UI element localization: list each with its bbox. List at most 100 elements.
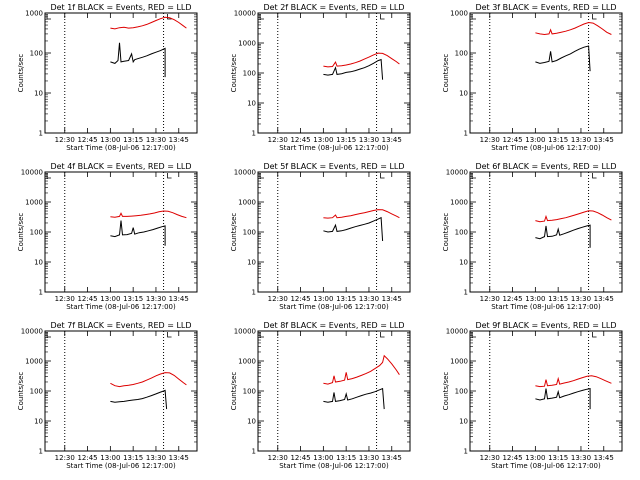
y-tick-label: 10000 xyxy=(21,328,43,336)
chart-title: Det 7f BLACK = Events, RED = LLD xyxy=(50,321,191,330)
x-tick-label: 13:30 xyxy=(359,295,379,303)
lld-series-line xyxy=(535,375,612,388)
y-tick-label: 1 xyxy=(252,289,256,297)
chart-panel-8: Det 8f BLACK = Events, RED = LLD 1 10 100 10… xyxy=(230,321,411,470)
x-tick-label: 13:15 xyxy=(548,295,568,303)
y-axis-label: Counts/sec xyxy=(230,54,238,93)
y-tick-label: 1000 xyxy=(450,199,468,207)
y-tick-label: 100 xyxy=(455,388,468,396)
x-tick-label: 12:45 xyxy=(502,454,522,462)
y-tick-label: 1 xyxy=(464,448,468,456)
chart-panel-6: Det 6f BLACK = Events, RED = LLD 1 10 100 10… xyxy=(442,162,623,311)
y-tick-label: 1 xyxy=(252,448,256,456)
x-tick-label: 12:30 xyxy=(480,295,500,303)
interval-bracket xyxy=(167,14,172,20)
x-tick-label: 12:30 xyxy=(55,454,75,462)
x-tick-label: 12:30 xyxy=(480,454,500,462)
y-tick-label: 1000 xyxy=(238,358,256,366)
events-series-line xyxy=(535,387,591,410)
y-tick-label: 10000 xyxy=(446,328,468,336)
interval-bracket xyxy=(46,332,51,338)
y-tick-label: 100 xyxy=(30,50,43,58)
plot-frame xyxy=(257,330,411,452)
lld-series-line xyxy=(110,16,187,30)
y-tick-label: 10000 xyxy=(234,10,256,18)
x-tick-label: 13:00 xyxy=(525,454,545,462)
chart-title: Det 2f BLACK = Events, RED = LLD xyxy=(263,3,404,12)
chart-title: Det 3f BLACK = Events, RED = LLD xyxy=(475,3,616,12)
interval-bracket xyxy=(259,173,264,179)
events-series-line xyxy=(323,216,384,242)
interval-bracket xyxy=(471,332,476,338)
plot-frame xyxy=(469,171,623,293)
chart-panel-7: Det 7f BLACK = Events, RED = LLD 1 10 100 10… xyxy=(17,321,198,470)
y-tick-label: 1 xyxy=(464,289,468,297)
x-tick-label: 13:15 xyxy=(336,295,356,303)
x-tick-label: 13:15 xyxy=(336,136,356,144)
interval-bracket xyxy=(471,14,476,20)
x-tick-label: 13:15 xyxy=(123,136,143,144)
plot-frame xyxy=(44,330,198,452)
interval-bracket xyxy=(167,332,172,338)
y-tick-label: 10 xyxy=(459,90,468,98)
y-tick-label: 1000 xyxy=(238,40,256,48)
y-tick-label: 10 xyxy=(247,100,256,108)
y-tick-label: 10 xyxy=(459,259,468,267)
x-axis-label: Start Time (08-Jul-06 12:17:00) xyxy=(491,303,601,311)
chart-panel-3: Det 3f BLACK = Events, RED = LLD 1 10 100 10… xyxy=(442,3,623,152)
interval-bracket xyxy=(380,14,385,20)
interval-bracket xyxy=(592,14,597,20)
chart-title: Det 4f BLACK = Events, RED = LLD xyxy=(50,162,191,171)
chart-panel-1: Det 1f BLACK = Events, RED = LLD 1 10 100 10… xyxy=(17,3,198,152)
y-axis-label: Counts/sec xyxy=(442,372,450,411)
events-series-line xyxy=(535,45,591,72)
interval-bracket xyxy=(259,332,264,338)
lld-series-line xyxy=(323,52,400,68)
lld-series-line xyxy=(323,354,400,385)
x-tick-label: 12:45 xyxy=(290,454,310,462)
x-tick-label: 13:15 xyxy=(123,295,143,303)
y-tick-label: 100 xyxy=(30,229,43,237)
interval-bracket xyxy=(380,173,385,179)
chart-title: Det 1f BLACK = Events, RED = LLD xyxy=(50,3,191,12)
y-tick-label: 1 xyxy=(39,448,43,456)
interval-bracket xyxy=(259,14,264,20)
x-axis-label: Start Time (08-Jul-06 12:17:00) xyxy=(279,462,389,470)
y-tick-label: 1000 xyxy=(25,199,43,207)
y-tick-label: 10 xyxy=(247,259,256,267)
x-tick-label: 13:15 xyxy=(548,136,568,144)
x-tick-label: 13:45 xyxy=(169,295,189,303)
x-tick-label: 13:45 xyxy=(382,295,402,303)
events-series-line xyxy=(323,58,384,80)
plot-frame xyxy=(257,171,411,293)
y-axis-label: Counts/sec xyxy=(17,213,25,252)
x-tick-label: 13:00 xyxy=(525,136,545,144)
x-tick-label: 13:15 xyxy=(336,454,356,462)
x-tick-label: 12:30 xyxy=(480,136,500,144)
x-tick-label: 12:45 xyxy=(77,295,97,303)
x-tick-label: 13:45 xyxy=(594,454,614,462)
lld-series-line xyxy=(110,210,187,219)
x-tick-label: 13:15 xyxy=(123,454,143,462)
y-tick-label: 1000 xyxy=(25,10,43,18)
x-axis-label: Start Time (08-Jul-06 12:17:00) xyxy=(66,303,176,311)
x-tick-label: 13:45 xyxy=(382,454,402,462)
y-tick-label: 10 xyxy=(459,418,468,426)
events-series-line xyxy=(323,387,385,410)
x-tick-label: 12:30 xyxy=(55,295,75,303)
x-tick-label: 12:30 xyxy=(268,295,288,303)
y-axis-label: Counts/sec xyxy=(442,54,450,93)
y-tick-label: 1 xyxy=(39,130,43,138)
y-axis-label: Counts/sec xyxy=(17,372,25,411)
x-tick-label: 13:30 xyxy=(146,454,166,462)
x-tick-label: 12:30 xyxy=(55,136,75,144)
x-tick-label: 13:45 xyxy=(594,136,614,144)
x-tick-label: 12:45 xyxy=(290,295,310,303)
plot-frame xyxy=(257,12,411,134)
y-tick-label: 100 xyxy=(455,229,468,237)
y-tick-label: 10 xyxy=(34,418,43,426)
events-series-line xyxy=(110,389,168,410)
x-tick-label: 13:00 xyxy=(525,295,545,303)
y-tick-label: 10 xyxy=(247,418,256,426)
x-tick-label: 13:30 xyxy=(571,136,591,144)
